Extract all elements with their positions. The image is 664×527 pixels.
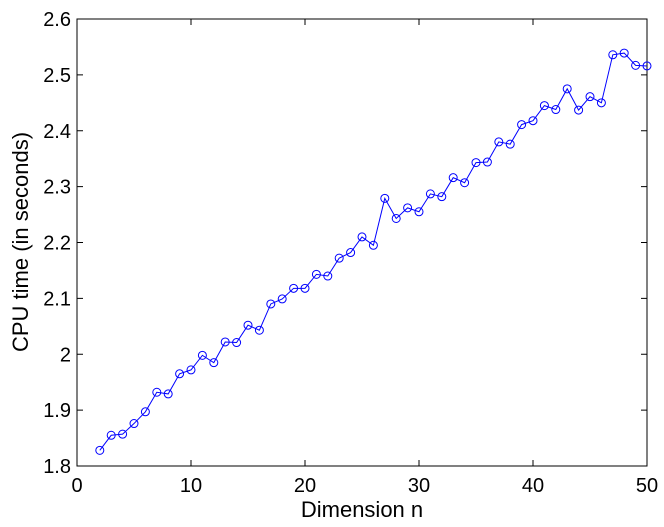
data-point	[243, 320, 253, 330]
x-tick-label: 0	[71, 475, 82, 497]
plot-area	[76, 18, 648, 467]
x-tick-label: 30	[408, 475, 430, 497]
data-point	[471, 158, 481, 168]
data-point	[391, 213, 401, 223]
data-point	[129, 419, 139, 429]
data-point	[460, 178, 470, 188]
data-point	[596, 98, 606, 108]
y-tick-label: 2.3	[43, 177, 71, 199]
data-point	[277, 294, 287, 304]
y-tick-label: 2.5	[43, 65, 71, 87]
data-point	[300, 283, 310, 293]
data-point	[368, 240, 378, 250]
data-point	[106, 430, 116, 440]
data-point	[482, 157, 492, 167]
x-axis-label: Dimension n	[301, 497, 423, 522]
data-point	[608, 50, 618, 60]
y-tick-label: 2.1	[43, 288, 71, 310]
data-point	[403, 203, 413, 213]
y-tick-label: 2.2	[43, 233, 71, 255]
data-point	[163, 389, 173, 399]
x-tick-label: 40	[522, 475, 544, 497]
data-point	[414, 207, 424, 217]
data-point	[619, 48, 629, 58]
y-tick-label: 1.9	[43, 400, 71, 422]
data-point	[539, 101, 549, 111]
data-point	[311, 269, 321, 279]
data-point	[334, 253, 344, 263]
data-point	[140, 407, 150, 417]
y-tick-label: 2.6	[43, 9, 71, 31]
data-point	[585, 92, 595, 102]
data-point	[289, 283, 299, 293]
data-point	[118, 429, 128, 439]
data-point	[209, 358, 219, 368]
data-point	[254, 325, 264, 335]
data-point	[574, 105, 584, 115]
y-axis: 1.8 1.9 2 2.1 2.2 2.3 2.4 2.5 2.6	[43, 9, 647, 478]
series-line	[99, 52, 648, 451]
x-tick-label: 10	[180, 475, 202, 497]
data-point	[528, 116, 538, 126]
x-tick-label: 50	[636, 475, 658, 497]
data-point	[437, 192, 447, 202]
data-point	[517, 120, 527, 130]
data-point	[346, 248, 356, 258]
data-point	[494, 137, 504, 147]
data-point	[562, 84, 572, 94]
y-axis-label: CPU time (in seconds)	[8, 132, 33, 352]
data-point	[448, 173, 458, 183]
data-point	[95, 445, 105, 455]
data-point	[323, 271, 333, 281]
data-point	[642, 61, 652, 71]
data-point	[197, 350, 207, 360]
x-tick-label: 20	[294, 475, 316, 497]
y-tick-label: 1.8	[43, 456, 71, 478]
data-point	[152, 387, 162, 397]
data-point	[631, 60, 641, 70]
y-tick-label: 2	[60, 344, 71, 366]
data-point	[232, 338, 242, 348]
data-point	[175, 369, 185, 379]
data-point	[380, 193, 390, 203]
series-markers	[95, 48, 652, 455]
data-point	[425, 189, 435, 199]
data-point	[266, 299, 276, 309]
data-point	[357, 232, 367, 242]
data-point	[186, 365, 196, 375]
data-point	[220, 337, 230, 347]
data-point	[505, 139, 515, 149]
data-point	[551, 105, 561, 115]
x-axis: 0 10 20 30 40 50	[71, 19, 658, 497]
y-tick-label: 2.4	[43, 121, 71, 143]
